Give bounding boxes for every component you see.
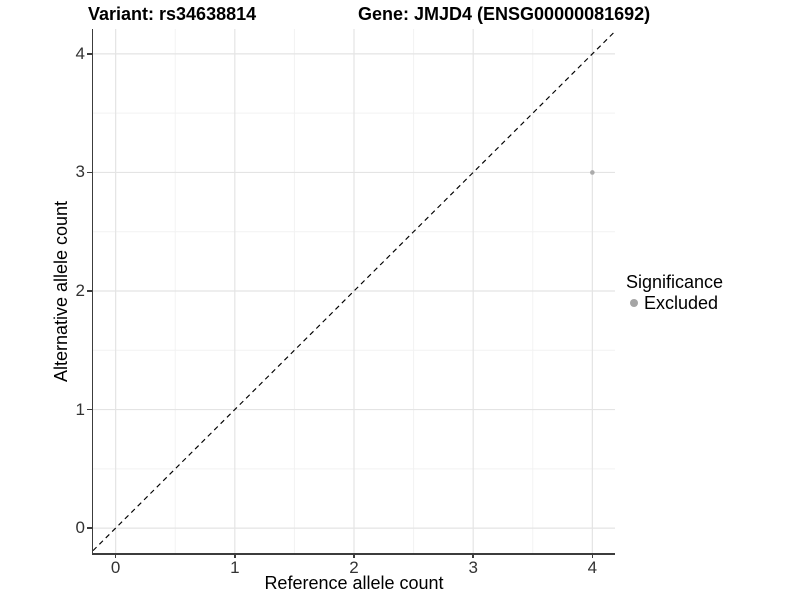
x-tick-label: 1 — [230, 558, 240, 577]
x-tick-mark — [591, 553, 594, 558]
plot-area — [92, 29, 616, 553]
legend: Significance Excluded — [626, 272, 723, 313]
x-tick-mark — [234, 553, 236, 558]
excluded-point-icon — [630, 299, 638, 307]
y-tick-mark — [86, 53, 92, 55]
y-tick-mark — [86, 408, 92, 411]
x-axis-title: Reference allele count — [264, 573, 444, 593]
x-tick-label: 2 — [349, 558, 359, 577]
y-tick-mark — [86, 171, 92, 174]
y-axis-title: Alternative allele count — [51, 200, 72, 382]
y-axis-line — [91, 29, 93, 553]
x-tick-mark — [114, 553, 117, 558]
legend-item-label: Excluded — [644, 293, 719, 313]
x-tick-label: 4 — [587, 558, 598, 577]
identity-line — [92, 30, 616, 552]
plot-title-variant: Variant: rs34638814 — [88, 4, 257, 24]
legend-title: Significance — [626, 272, 724, 292]
y-tick-label: 3 — [75, 162, 85, 182]
plot-title-gene: Gene: JMJD4 (ENSG00000081692) — [358, 4, 651, 24]
plot-panel — [92, 29, 616, 553]
x-tick-mark — [472, 553, 474, 558]
data-point — [590, 170, 595, 175]
y-tick-label: 0 — [75, 518, 85, 538]
y-axis-title-box: Alternative allele count — [50, 29, 74, 553]
x-tick-label: 0 — [110, 558, 121, 577]
x-tick-label: 3 — [468, 558, 478, 577]
y-tick-label: 1 — [75, 399, 85, 419]
x-tick-mark — [353, 553, 355, 558]
y-tick-label: 2 — [75, 281, 85, 300]
y-tick-mark — [86, 290, 92, 292]
y-tick-label: 4 — [75, 43, 85, 63]
legend-item-excluded: Excluded — [626, 293, 723, 313]
y-tick-mark — [86, 527, 92, 529]
